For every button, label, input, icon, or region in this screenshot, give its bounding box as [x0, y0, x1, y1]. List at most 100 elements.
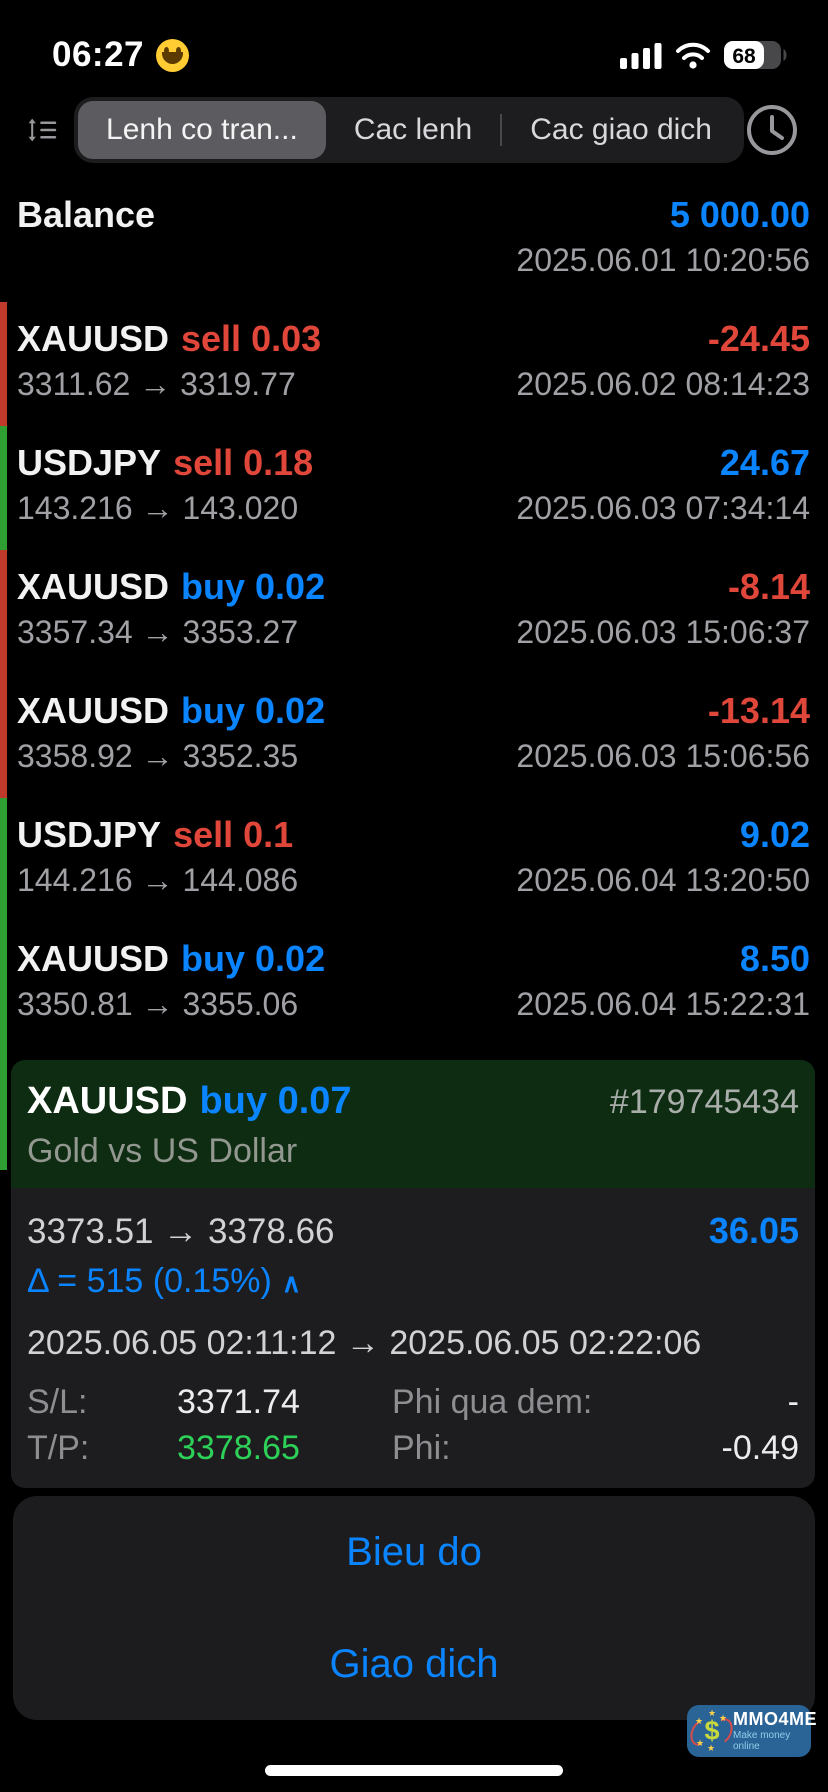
tab-lenh-co-tran[interactable]: Lenh co tran...	[78, 101, 326, 159]
deal-parameters: S/L: 3371.74 Phi qua dem: - T/P: 3378.65…	[27, 1380, 799, 1470]
trade-close-time: 2025.06.03 15:06:56	[516, 738, 810, 774]
trade-close-time: 2025.06.04 15:22:31	[516, 986, 810, 1022]
trade-prices: 144.216 → 144.086	[17, 862, 299, 898]
trade-prices: 143.216 → 143.020	[17, 490, 299, 526]
deal-open-time: 2025.06.05 02:11:12	[27, 1324, 337, 1362]
trade-symbol: XAUUSD	[17, 566, 170, 607]
profit-direction-bar	[0, 674, 7, 798]
trade-row[interactable]: XAUUSD buy 0.02 -13.14 3358.92 → 3352.35…	[0, 674, 828, 798]
tp-value: 3378.65	[177, 1428, 300, 1467]
wifi-icon	[676, 42, 710, 69]
deal-side-volume: buy 0.07	[199, 1080, 352, 1122]
trade-row[interactable]: USDJPY sell 0.1 9.02 144.216 → 144.086 2…	[0, 798, 828, 922]
dollar-stars-logo-icon: ★ ★ ★ ★ ★ $	[687, 1708, 736, 1754]
tab-cac-lenh[interactable]: Cac lenh	[353, 113, 473, 146]
deal-ticket-number: #179745434	[609, 1083, 799, 1121]
fee-label: Phi:	[392, 1428, 451, 1467]
trade-close-time: 2025.06.03 15:06:37	[516, 614, 810, 650]
deal-symbol-description: Gold vs US Dollar	[27, 1132, 298, 1170]
trade-close-time: 2025.06.03 07:34:14	[516, 490, 810, 526]
profit-direction-bar	[0, 922, 7, 1046]
trade-profit: 9.02	[739, 814, 810, 855]
trade-symbol: XAUUSD	[17, 690, 170, 731]
deal-delta-value: Δ = 515 (0.15%)	[27, 1262, 272, 1300]
balance-time: 2025.06.01 10:20:56	[516, 242, 810, 278]
battery-percent: 68	[732, 45, 756, 68]
tab-bar: Lenh co tran... Cac lenh Cac giao dich	[74, 97, 744, 163]
balance-label: Balance	[17, 194, 156, 235]
trade-row[interactable]: XAUUSD sell 0.03 -24.45 3311.62 → 3319.7…	[0, 302, 828, 426]
trade-profit: 8.50	[739, 938, 810, 979]
balance-row[interactable]: Balance 5 000.00 2025.06.01 10:20:56	[0, 168, 828, 302]
trade-side-volume: buy 0.02	[181, 566, 326, 607]
trade-profit: -13.14	[707, 690, 810, 731]
swap-label: Phi qua dem:	[392, 1382, 593, 1421]
trade-close-time: 2025.06.02 08:14:23	[516, 366, 810, 402]
balance-amount: 5 000.00	[669, 194, 810, 235]
deal-close-time: 2025.06.05 02:22:06	[389, 1324, 702, 1362]
tab-cac-giao-dich[interactable]: Cac giao dich	[530, 113, 712, 146]
clock-icon	[747, 105, 797, 155]
deal-detail-header: XAUUSD buy 0.07 #179745434 Gold vs US Do…	[11, 1060, 815, 1188]
trade-close-time: 2025.06.04 13:20:50	[516, 862, 810, 898]
deal-prices: 3373.51 → 3378.66	[27, 1212, 335, 1252]
deal-symbol: XAUUSD	[27, 1080, 188, 1122]
action-bieu-do-button[interactable]: Bieu do	[346, 1529, 482, 1574]
trade-row[interactable]: XAUUSD buy 0.02 8.50 3350.81 → 3355.06 2…	[0, 922, 828, 1046]
deal-profit: 36.05	[708, 1210, 799, 1251]
trade-prices: 3350.81 → 3355.06	[17, 986, 299, 1022]
trade-row[interactable]: XAUUSD buy 0.02 -8.14 3357.34 → 3353.27 …	[0, 550, 828, 674]
toolbar: Lenh co tran... Cac lenh Cac giao dich	[0, 92, 828, 168]
caret-up-icon: ∧	[281, 1268, 301, 1298]
history-time-button[interactable]	[744, 102, 800, 158]
trade-prices: 3358.92 → 3352.35	[17, 738, 299, 774]
trade-symbol: USDJPY	[17, 814, 162, 855]
profit-direction-bar	[0, 1046, 7, 1170]
tab-divider	[500, 114, 503, 146]
mmo4me-watermark: ★ ★ ★ ★ ★ $ MMO4ME Make money online	[687, 1705, 817, 1757]
trade-symbol: USDJPY	[17, 442, 162, 483]
trade-prices: 3357.34 → 3353.27	[17, 614, 299, 650]
trade-profit: 24.67	[719, 442, 810, 483]
trade-side-volume: buy 0.02	[181, 938, 326, 979]
profit-direction-bar	[0, 426, 7, 550]
profit-direction-bar	[0, 550, 7, 674]
deal-times: 2025.06.05 02:11:12 → 2025.06.05 02:22:0…	[27, 1324, 799, 1362]
trade-profit: -8.14	[727, 566, 810, 607]
arrow-right-glyph: →	[345, 1324, 380, 1362]
arrow-right-glyph: →	[163, 1212, 199, 1251]
swap-value: -	[787, 1382, 799, 1421]
fee-value: -0.49	[721, 1428, 800, 1467]
deal-detail-body: 3373.51 → 3378.66 36.05 Δ = 515 (0.15%) ∧…	[11, 1188, 815, 1488]
trade-prices: 3311.62 → 3319.77	[17, 366, 296, 402]
deal-delta: Δ = 515 (0.15%) ∧	[27, 1262, 799, 1300]
trade-list: Balance 5 000.00 2025.06.01 10:20:56 XAU…	[0, 168, 828, 1170]
trade-symbol: XAUUSD	[17, 938, 170, 979]
deal-actions-panel: Bieu do Giao dich	[13, 1496, 815, 1720]
cellular-signal-icon	[620, 42, 662, 69]
sl-value: 3371.74	[177, 1382, 300, 1421]
action-giao-dich-button[interactable]: Giao dich	[329, 1641, 499, 1686]
trade-side-volume: sell 0.18	[173, 442, 314, 483]
deal-detail-popup[interactable]: XAUUSD buy 0.07 #179745434 Gold vs US Do…	[11, 1060, 815, 1488]
tp-label: T/P:	[27, 1428, 90, 1467]
deal-open-price: 3373.51	[27, 1212, 154, 1251]
profit-direction-bar	[0, 302, 7, 426]
trade-side-volume: buy 0.02	[181, 690, 326, 731]
profit-direction-bar	[0, 798, 7, 922]
battery-icon: 68	[724, 41, 787, 69]
status-bar: 06:27 68	[0, 0, 828, 92]
trade-side-volume: sell 0.03	[181, 318, 322, 359]
home-indicator[interactable]	[265, 1765, 563, 1776]
watermark-subtitle: Make money online	[733, 1729, 791, 1752]
trade-side-volume: sell 0.1	[173, 814, 294, 855]
watermark-title: MMO4ME	[733, 1709, 817, 1730]
grinning-face-emoji-icon	[156, 38, 190, 72]
deal-close-price: 3378.66	[208, 1212, 335, 1251]
sort-order-icon[interactable]	[26, 107, 58, 153]
clock-time: 06:27	[52, 35, 145, 74]
sl-label: S/L:	[27, 1382, 88, 1421]
trade-row[interactable]: USDJPY sell 0.18 24.67 143.216 → 143.020…	[0, 426, 828, 550]
trade-profit: -24.45	[707, 318, 810, 359]
